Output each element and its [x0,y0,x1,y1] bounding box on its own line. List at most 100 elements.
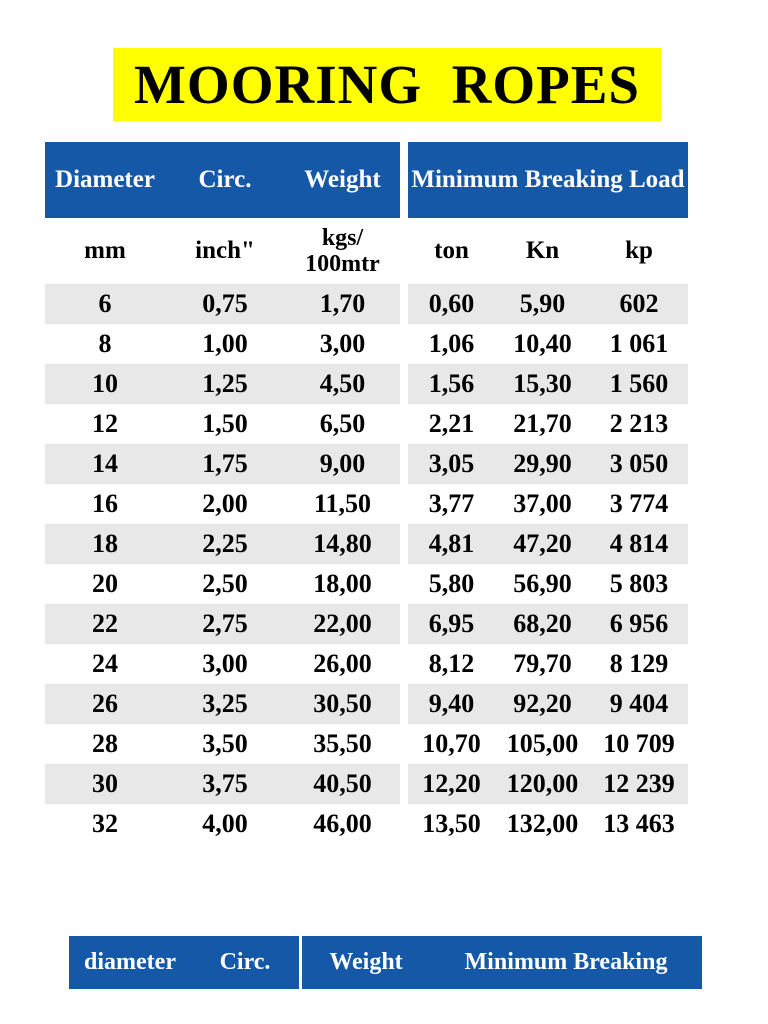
bottom-header-diameter: diameter [84,949,176,975]
table-row: 28 3,50 35,50 10,70 105,00 10 709 [45,724,688,764]
table-cell: 2,50 [202,569,248,598]
unit-ton: ton [434,237,469,264]
table-cell: 20 [92,569,118,598]
table-cell: 1,70 [285,284,400,324]
row-column-gap [400,284,408,324]
table-cell: 3,77 [428,489,475,518]
row-column-gap [400,524,408,564]
table-cell: 10 709 [603,729,675,758]
table-cell: 1,50 [202,409,248,438]
table-cell: 2,00 [202,489,248,518]
table-cell: 120,00 [495,764,590,804]
row-column-gap [400,604,408,644]
table-cell: 40,50 [285,764,400,804]
table-cell: 6,95 [408,604,495,644]
table-cell: 1,06 [428,329,475,358]
table-body: 6 0,75 1,70 0,60 5,90 602 8 1,00 3,00 1,06 10,40 1 … [45,284,688,844]
table-cell: 9,40 [408,684,495,724]
row-column-gap [400,364,408,404]
next-table-header-left: diameter Circ. [69,936,299,989]
table-cell: 92,20 [495,684,590,724]
table-cell: 30,50 [285,684,400,724]
table-cell: 8 129 [609,649,669,678]
table-cell: 46,00 [313,809,372,838]
table-cell: 26,00 [313,649,372,678]
table-cell: 1,56 [408,364,495,404]
table-cell: 12 239 [590,764,688,804]
table-cell: 22 [45,604,165,644]
table-cell: 5 803 [609,569,669,598]
table-cell: 1,75 [165,444,285,484]
row-column-gap [400,764,408,804]
table-cell: 1 061 [609,329,669,358]
table-header-row: Diameter Circ. Weight Minimum Breaking L… [45,142,688,218]
header-minimum-breaking-load: Minimum Breaking Load [408,142,688,218]
row-column-gap [400,564,408,604]
table-row: 26 3,25 30,50 9,40 92,20 9 404 [45,684,688,724]
table-cell: 1,25 [165,364,285,404]
table-cell: 3,50 [202,729,248,758]
row-column-gap [400,404,408,444]
table-cell: 9 404 [590,684,688,724]
table-row: 24 3,00 26,00 8,12 79,70 8 129 [45,644,688,684]
next-table-header-row: diameter Circ. Weight Minimum Breaking [69,936,702,989]
unit-kn: Kn [525,237,560,264]
table-cell: 1 560 [590,364,688,404]
table-cell: 79,70 [513,649,572,678]
table-cell: 9,00 [285,444,400,484]
table-row: 6 0,75 1,70 0,60 5,90 602 [45,284,688,324]
table-cell: 5,90 [495,284,590,324]
row-column-gap [400,484,408,524]
table-row: 12 1,50 6,50 2,21 21,70 2 213 [45,404,688,444]
table-cell: 30 [45,764,165,804]
table-cell: 3 050 [590,444,688,484]
table-cell: 13 463 [603,809,675,838]
units-column-gap [400,218,408,284]
table-cell: 18 [45,524,165,564]
header-diameter: Diameter [45,142,165,218]
table-cell: 14 [45,444,165,484]
row-column-gap [400,684,408,724]
table-cell: 6 [45,284,165,324]
table-row: 22 2,75 22,00 6,95 68,20 6 956 [45,604,688,644]
table-cell: 2 213 [609,409,669,438]
table-cell: 3,75 [165,764,285,804]
table-cell: 3,00 [319,329,366,358]
table-cell: 10,40 [513,329,572,358]
table-cell: 6 956 [590,604,688,644]
table-row: 20 2,50 18,00 5,80 56,90 5 803 [45,564,688,604]
table-cell: 602 [590,284,688,324]
table-cell: 10 [45,364,165,404]
table-row: 18 2,25 14,80 4,81 47,20 4 814 [45,524,688,564]
table-cell: 8,12 [428,649,475,678]
table-cell: 0,60 [408,284,495,324]
unit-kp: kp [625,237,653,264]
table-cell: 35,50 [313,729,372,758]
header-circ: Circ. [165,142,285,218]
table-cell: 2,75 [165,604,285,644]
table-cell: 2,25 [165,524,285,564]
table-cell: 28 [92,729,118,758]
table-cell: 2,21 [428,409,475,438]
table-cell: 3 774 [609,489,669,518]
table-row: 14 1,75 9,00 3,05 29,90 3 050 [45,444,688,484]
table-row: 8 1,00 3,00 1,06 10,40 1 061 [45,324,688,364]
table-row: 30 3,75 40,50 12,20 120,00 12 239 [45,764,688,804]
bottom-header-weight: Weight [329,949,403,975]
unit-kgs-per-100mtr: kgs/ 100mtr [305,224,380,277]
table-cell: 22,00 [285,604,400,644]
header-weight: Weight [285,142,400,218]
table-cell: 3,00 [202,649,248,678]
header-column-gap [400,142,408,218]
table-cell: 56,90 [513,569,572,598]
page-title: MOORING ROPES [113,48,661,121]
table-cell: 132,00 [506,809,579,838]
table-units-row: mm inch" kgs/ 100mtr ton Kn kp [45,218,688,284]
table-cell: 105,00 [506,729,579,758]
table-cell: 4,50 [285,364,400,404]
table-cell: 26 [45,684,165,724]
table-cell: 16 [92,489,118,518]
bottom-header-circ: Circ. [219,949,271,975]
table-cell: 24 [92,649,118,678]
